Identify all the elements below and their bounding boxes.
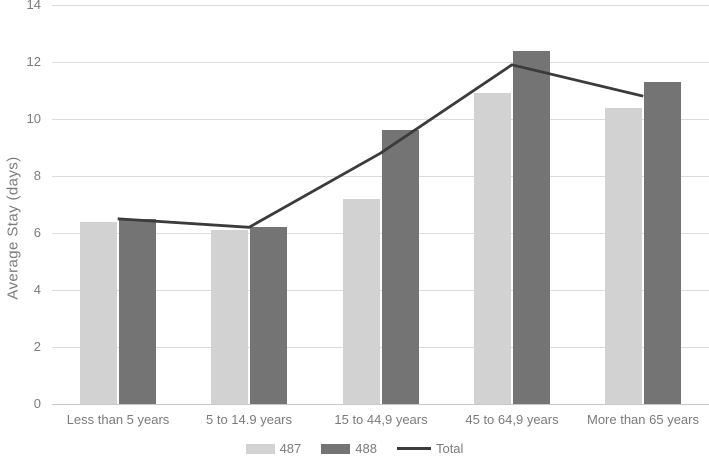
gridline-y-6: [52, 233, 709, 234]
x-category-label-2: 5 to 14.9 years: [206, 412, 292, 427]
x-category-label-4: 45 to 64,9 years: [465, 412, 559, 427]
bar-488-cat4: [513, 51, 550, 404]
gridline-y-12: [52, 62, 709, 63]
chart-legend: 487 488 Total: [0, 441, 709, 456]
gridline-y-14: [52, 5, 709, 6]
x-category-label-3: 15 to 44,9 years: [334, 412, 428, 427]
y-tick-label-2: 2: [33, 339, 41, 354]
gridline-y-2: [52, 347, 709, 348]
bar-487-cat5: [605, 108, 642, 404]
y-tick-label-0: 0: [33, 396, 41, 411]
bar-488-cat2: [250, 227, 287, 404]
y-tick-label-10: 10: [26, 111, 41, 126]
legend-item-488: 488: [321, 441, 377, 456]
y-tick-label-4: 4: [33, 282, 41, 297]
bar-487-cat1: [80, 222, 117, 404]
line-series-Total: [117, 63, 644, 229]
y-axis-title: Average Stay (days): [4, 156, 22, 300]
bar-487-cat4: [474, 93, 511, 404]
x-category-label-5: More than 65 years: [586, 412, 699, 427]
legend-item-487: 487: [245, 441, 302, 456]
bar-487-cat2: [211, 230, 248, 404]
y-tick-label-6: 6: [33, 225, 41, 240]
y-tick-label-12: 12: [26, 54, 41, 69]
legend-label-487: 487: [279, 441, 302, 456]
x-category-label-1: Less than 5 years: [66, 412, 170, 427]
legend-swatch-487-box-icon: [245, 443, 275, 454]
legend-label-Total: Total: [435, 441, 464, 456]
legend-swatch-488-box-icon: [321, 443, 351, 454]
bar-487-cat3: [343, 199, 380, 404]
gridline-y-4: [52, 290, 709, 291]
bar-488-cat3: [382, 130, 419, 404]
legend-swatch-Total-line-icon: [396, 447, 431, 450]
gridline-y-0: [52, 404, 709, 405]
y-tick-label-14: 14: [26, 0, 41, 12]
bar-488-cat1: [119, 219, 156, 404]
y-tick-label-8: 8: [33, 168, 41, 183]
bar-488-cat5: [644, 82, 681, 404]
legend-label-488: 488: [355, 441, 377, 456]
legend-item-Total: Total: [396, 441, 464, 456]
